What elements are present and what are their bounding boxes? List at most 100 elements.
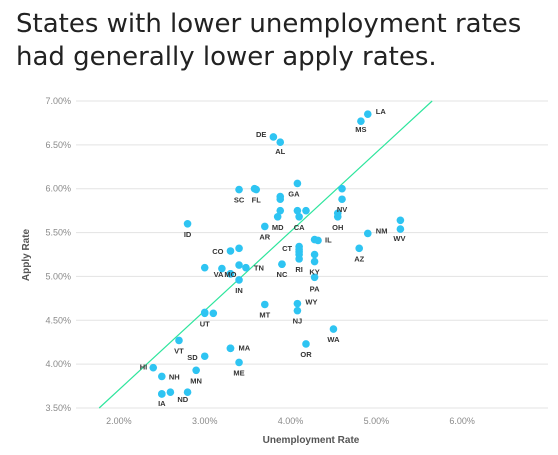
data-label-oh: OH [332,223,343,232]
data-label-md: MD [272,223,284,232]
data-label-ct: CT [282,244,292,253]
data-label-sc: SC [234,196,245,205]
data-point-unlabeled-65 [183,388,192,397]
data-label-de: DE [256,130,266,139]
y-tick-label-6: 6.50% [45,140,71,150]
y-tick-label-7: 7.00% [45,96,71,106]
data-label-nm: NM [376,226,388,235]
trendline [98,100,433,409]
data-label-ia: IA [158,399,166,408]
data-label-wy: WY [305,298,317,307]
data-label-mt: MT [259,310,270,319]
data-point-nm [363,229,372,238]
data-point-la [363,110,372,118]
data-label-me: ME [233,368,244,377]
data-point-unlabeled-47 [209,309,218,318]
y-tick-label-0: 3.50% [45,403,71,413]
data-point-nh [158,372,166,381]
y-tick-label-3: 5.00% [45,271,71,281]
gridlines [76,100,548,409]
data-point-unlabeled-4 [293,179,302,188]
data-points [149,110,405,398]
data-point-mt [261,300,269,309]
data-point-ar [261,222,269,231]
data-point-unlabeled-34 [310,250,319,259]
y-axis-ticks: 3.50% 4.00% 4.50% 5.00% 5.50% 6.00% 6.50% 7.00% [45,96,71,413]
data-point-in [235,276,243,284]
data-point-md [273,212,282,221]
data-point-ia [158,390,166,398]
data-point-unlabeled-10 [276,195,285,204]
data-label-wv: WV [393,234,405,243]
data-point-ut [200,309,209,318]
data-label-il: IL [325,235,332,244]
data-point-nv [338,195,346,204]
y-axis-title: Apply Rate [21,228,32,281]
data-point-ma [226,344,235,353]
x-axis-title: Unemployment Rate [263,435,360,446]
data-label-az: AZ [354,254,364,263]
data-label-mo: MO [224,270,236,279]
data-point-tn [242,263,250,272]
data-point-al [276,138,285,147]
data-label-va: VA [214,270,224,279]
data-label-nj: NJ [293,317,303,326]
data-point-mo [226,269,235,278]
data-label-ms: MS [355,125,366,134]
data-label-ca: CA [294,223,305,232]
x-axis-ticks: 2.00% 3.00% 4.00% 5.00% 6.00% [106,416,475,426]
data-label-nv: NV [337,205,347,214]
data-label-hi: HI [140,363,148,372]
y-tick-label-4: 5.50% [45,228,71,238]
data-label-pa: PA [310,284,320,293]
data-label-co: CO [212,247,223,256]
data-point-unlabeled-5 [338,184,346,193]
data-label-la: LA [376,107,387,116]
data-point-nj [293,306,302,315]
data-point-il [314,236,322,245]
data-label-tn: TN [254,264,264,273]
x-tick-label-4: 6.00% [449,416,475,426]
data-point-co [226,247,235,255]
data-label-fl: FL [252,196,262,205]
data-point-sc [235,185,243,194]
data-point-nd [166,388,175,397]
data-point-mn [192,366,200,375]
y-tick-label-5: 6.00% [45,184,71,194]
trend-line [98,100,433,409]
data-label-ut: UT [200,319,210,328]
data-point-unlabeled-12 [276,206,285,215]
data-label-ga: GA [288,190,300,199]
data-point-unlabeled-38 [235,261,243,269]
data-label-id: ID [184,230,192,239]
data-label-vt: VT [174,346,184,355]
data-labels: LA MS DE AL SC FL GA NV MD CA OH ID AR NM WV IL CT CO AZ RI… [140,107,406,408]
data-point-unlabeled-19 [396,216,405,225]
data-point-wv [396,225,405,233]
data-point-unlabeled-40 [218,264,226,273]
data-point-ms [357,117,365,125]
data-point-id [183,220,192,228]
data-point-unlabeled-39 [200,263,209,272]
data-label-ma: MA [238,343,250,352]
data-point-oh [333,212,342,221]
data-label-ri: RI [295,265,303,274]
data-label-nd: ND [177,395,188,404]
data-point-unlabeled-28 [235,244,243,253]
data-point-me [235,358,243,367]
data-point-wy [293,299,302,308]
x-tick-label-0: 2.00% [106,416,132,426]
data-label-al: AL [275,147,285,156]
data-label-nh: NH [169,372,180,381]
data-point-ri [295,255,303,263]
data-point-nc [278,260,286,268]
data-point-wa [329,325,338,333]
data-label-nc: NC [277,270,288,279]
chart-title-line-1: States with lower unemployment rates [16,9,522,39]
data-point-az [355,244,364,253]
data-point-hi [149,363,158,372]
x-tick-label-2: 4.00% [278,416,304,426]
chart-title: States with lower unemployment rates had… [16,8,521,74]
data-label-sd: SD [187,353,198,362]
